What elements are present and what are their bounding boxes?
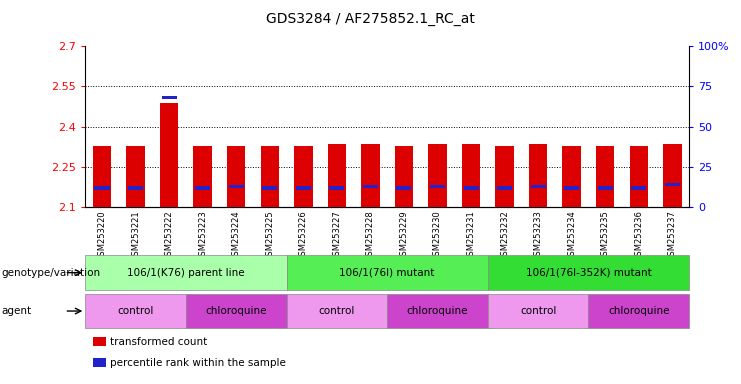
Bar [329,186,345,190]
Bar [361,144,379,207]
Bar [195,186,210,190]
Bar [531,185,545,188]
Bar [564,186,579,190]
Bar [598,186,613,190]
Bar [227,146,245,207]
Bar [562,146,581,207]
Bar [229,185,244,188]
Bar [665,183,680,186]
Bar [193,146,212,207]
Bar [160,103,179,207]
Text: control: control [319,306,355,316]
Bar [94,186,110,190]
Text: 106/1(76I-352K) mutant: 106/1(76I-352K) mutant [525,268,651,278]
Bar [462,144,480,207]
Bar [93,146,111,207]
Text: control: control [117,306,153,316]
Bar [496,146,514,207]
Bar [464,186,479,190]
Text: control: control [520,306,556,316]
Bar [596,146,614,207]
Bar [262,186,277,190]
Text: chloroquine: chloroquine [407,306,468,316]
Text: genotype/variation: genotype/variation [1,268,101,278]
Bar [630,146,648,207]
Bar [395,146,413,207]
Bar [529,144,548,207]
Bar [162,96,176,99]
Text: transformed count: transformed count [110,337,207,347]
Bar [631,186,646,190]
Text: chloroquine: chloroquine [205,306,267,316]
Bar [663,144,682,207]
Text: chloroquine: chloroquine [608,306,670,316]
Bar [396,186,411,190]
Text: agent: agent [1,306,32,316]
Bar [428,144,447,207]
Text: 106/1(76I) mutant: 106/1(76I) mutant [339,268,435,278]
Bar [430,185,445,188]
Bar [296,186,310,190]
Text: GDS3284 / AF275852.1_RC_at: GDS3284 / AF275852.1_RC_at [266,12,475,25]
Bar [497,186,512,190]
Bar [128,186,143,190]
Bar [261,146,279,207]
Bar [328,144,346,207]
Bar [294,146,313,207]
Text: percentile rank within the sample: percentile rank within the sample [110,358,286,368]
Bar [363,185,378,188]
Text: 106/1(K76) parent line: 106/1(K76) parent line [127,268,245,278]
Bar [126,146,144,207]
